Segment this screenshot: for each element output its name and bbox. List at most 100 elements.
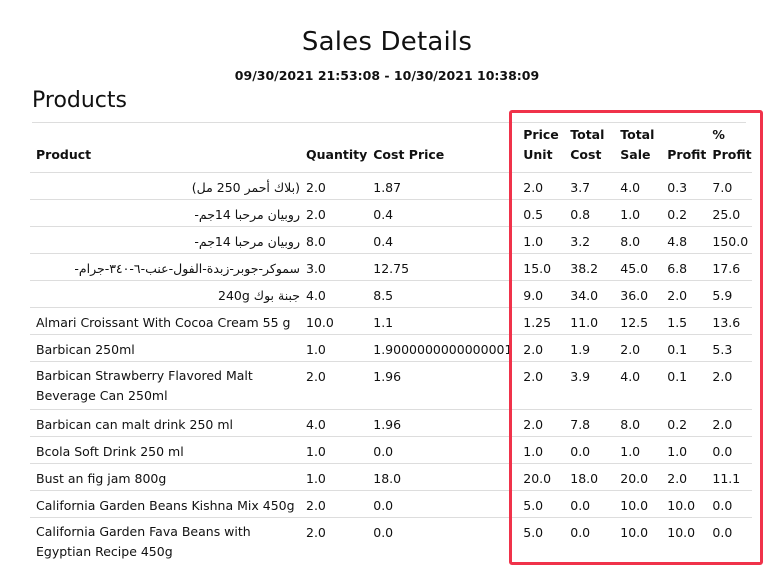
cell-quantity: 4.0 — [300, 279, 368, 307]
table-row: جبنة بوك 240g 4.0 8.5 9.0 34.0 36.0 2.0 5.9 — [30, 279, 752, 307]
cell-cost-price: 0.4 — [367, 225, 518, 253]
cell-total-cost: 18.0 — [564, 462, 615, 490]
cell-profit: 2.0 — [661, 462, 707, 490]
cell-total-cost: 3.7 — [564, 171, 615, 199]
cell-cost-price: 8.5 — [367, 279, 518, 307]
cell-cost-price: 1.87 — [367, 171, 518, 199]
col-header-product: Product — [36, 146, 92, 162]
cell-product: Barbican Strawberry Flavored Malt Bevera… — [30, 360, 300, 409]
cell-total-sale: 1.0 — [614, 198, 662, 226]
col-header-price-unit: Price Unit — [523, 126, 559, 162]
table-header-row: Product Quantity Cost Price Price Unit T… — [30, 123, 752, 172]
cell-pct-profit: 7.0 — [706, 171, 752, 199]
cell-profit: 0.3 — [661, 171, 707, 199]
table-row: Almari Croissant With Cocoa Cream 55 g 10… — [30, 306, 752, 334]
cell-price-unit: 2.0 — [517, 408, 565, 436]
cell-total-sale: 36.0 — [614, 279, 662, 307]
cell-quantity: 1.0 — [300, 435, 368, 463]
cell-cost-price: 0.0 — [367, 489, 518, 517]
cell-pct-profit: 25.0 — [706, 198, 752, 226]
cell-price-unit: 2.0 — [517, 333, 565, 361]
table-row: روبيان مرحبا 14جم- 2.0 0.4 0.5 0.8 1.0 0.2 25.0 — [30, 198, 752, 226]
table-row: Barbican Strawberry Flavored Malt Bevera… — [30, 360, 752, 409]
cell-total-cost: 0.8 — [564, 198, 615, 226]
cell-profit: 6.8 — [661, 252, 707, 280]
cell-cost-price: 1.96 — [367, 408, 518, 436]
cell-pct-profit: 13.6 — [706, 306, 752, 334]
cell-price-unit: 1.0 — [517, 435, 565, 463]
cell-price-unit: 2.0 — [517, 360, 565, 409]
cell-quantity: 1.0 — [300, 462, 368, 490]
products-table: Product Quantity Cost Price Price Unit T… — [30, 123, 752, 565]
cell-product: (بلاك أحمر 250 مل) — [30, 171, 300, 199]
col-header-profit: Profit — [667, 146, 707, 162]
cell-quantity: 4.0 — [300, 408, 368, 436]
col-header-cost-price: Cost Price — [373, 146, 445, 162]
cell-quantity: 8.0 — [300, 225, 368, 253]
cell-profit: 10.0 — [661, 489, 707, 517]
cell-pct-profit: 5.3 — [706, 333, 752, 361]
cell-price-unit: 15.0 — [517, 252, 565, 280]
cell-total-cost: 3.9 — [564, 360, 615, 409]
cell-quantity: 2.0 — [300, 171, 368, 199]
col-header-total-sale: Total Sale — [620, 126, 655, 162]
col-header-total-cost: Total Cost — [570, 126, 605, 162]
cell-cost-price: 1.1 — [367, 306, 518, 334]
table-row: Bcola Soft Drink 250 ml 1.0 0.0 1.0 0.0 1.0 1.… — [30, 435, 752, 463]
table-row: California Garden Beans Kishna Mix 450g 2… — [30, 489, 752, 517]
table-row: California Garden Fava Beans with Egypti… — [30, 516, 752, 565]
table-row: سموكر-جوبر-زبدة-الفول-عنب-٦-٣٤٠-جرام- 3.0… — [30, 252, 752, 280]
date-range: 09/30/2021 21:53:08 - 10/30/2021 10:38:0… — [234, 68, 540, 83]
cell-cost-price: 0.4 — [367, 198, 518, 226]
cell-total-sale: 4.0 — [614, 171, 662, 199]
cell-total-cost: 1.9 — [564, 333, 615, 361]
table-row: Barbican can malt drink 250 ml 4.0 1.96 2.0… — [30, 408, 752, 436]
divider — [32, 122, 746, 123]
cell-total-sale: 8.0 — [614, 408, 662, 436]
cell-pct-profit: 0.0 — [706, 516, 752, 565]
cell-product: سموكر-جوبر-زبدة-الفول-عنب-٦-٣٤٠-جرام- — [30, 252, 300, 280]
cell-total-sale: 1.0 — [614, 435, 662, 463]
cell-product: California Garden Beans Kishna Mix 450g — [30, 489, 300, 517]
cell-quantity: 2.0 — [300, 516, 368, 565]
cell-quantity: 2.0 — [300, 360, 368, 409]
cell-pct-profit: 0.0 — [706, 435, 752, 463]
cell-product: Barbican 250ml — [30, 333, 300, 361]
cell-total-sale: 10.0 — [614, 516, 662, 565]
cell-total-cost: 0.0 — [564, 516, 615, 565]
cell-total-cost: 3.2 — [564, 225, 615, 253]
cell-profit: 1.5 — [661, 306, 707, 334]
cell-total-cost: 34.0 — [564, 279, 615, 307]
cell-profit: 0.1 — [661, 360, 707, 409]
cell-profit: 0.1 — [661, 333, 707, 361]
table-row: Bust an fig jam 800g 1.0 18.0 20.0 18.0 20.0 2… — [30, 462, 752, 490]
cell-price-unit: 2.0 — [517, 171, 565, 199]
cell-total-cost: 0.0 — [564, 435, 615, 463]
cell-cost-price: 0.0 — [367, 516, 518, 565]
cell-product: روبيان مرحبا 14جم- — [30, 225, 300, 253]
cell-price-unit: 9.0 — [517, 279, 565, 307]
cell-pct-profit: 2.0 — [706, 408, 752, 436]
cell-pct-profit: 17.6 — [706, 252, 752, 280]
cell-profit: 0.2 — [661, 408, 707, 436]
table-row: روبيان مرحبا 14جم- 8.0 0.4 1.0 3.2 8.0 4.8 150.… — [30, 225, 752, 253]
cell-product: Bust an fig jam 800g — [30, 462, 300, 490]
cell-profit: 4.8 — [661, 225, 707, 253]
cell-cost-price: 0.0 — [367, 435, 518, 463]
cell-cost-price: 18.0 — [367, 462, 518, 490]
cell-quantity: 3.0 — [300, 252, 368, 280]
cell-pct-profit: 11.1 — [706, 462, 752, 490]
cell-total-sale: 45.0 — [614, 252, 662, 280]
cell-quantity: 1.0 — [300, 333, 368, 361]
cell-product: Bcola Soft Drink 250 ml — [30, 435, 300, 463]
cell-total-sale: 8.0 — [614, 225, 662, 253]
cell-pct-profit: 5.9 — [706, 279, 752, 307]
cell-price-unit: 0.5 — [517, 198, 565, 226]
cell-cost-price: 1.96 — [367, 360, 518, 409]
cell-profit: 1.0 — [661, 435, 707, 463]
cell-product: روبيان مرحبا 14جم- — [30, 198, 300, 226]
cell-price-unit: 1.25 — [517, 306, 565, 334]
report-title: Sales Details — [301, 27, 473, 57]
cell-cost-price: 12.75 — [367, 252, 518, 280]
cell-pct-profit: 150.0 — [706, 225, 752, 253]
